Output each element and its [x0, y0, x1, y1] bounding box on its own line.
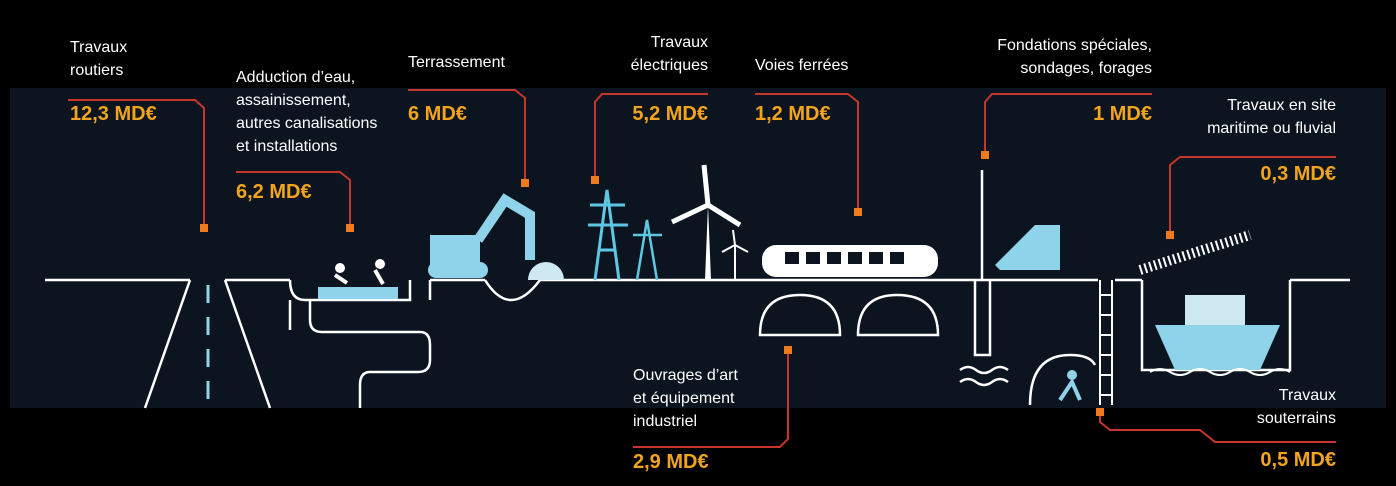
- item-amount: 0,5 MD€: [1260, 449, 1336, 471]
- leader-marker: [1096, 408, 1104, 416]
- item-label: industriel: [633, 413, 697, 430]
- item-amount: 0,3 MD€: [1260, 163, 1336, 185]
- item-label: électriques: [631, 57, 708, 74]
- item-label: autres canalisations: [236, 115, 377, 132]
- leader-marker: [854, 208, 862, 216]
- item-amount: 5,2 MD€: [632, 103, 708, 125]
- leader-marker: [981, 151, 989, 159]
- item-label: Travaux en site: [1227, 97, 1336, 114]
- item-label: Ouvrages d’art: [633, 367, 738, 384]
- item-amount: 12,3 MD€: [70, 103, 157, 125]
- leader-marker: [591, 176, 599, 184]
- item-label: Terrassement: [408, 54, 505, 71]
- leader-marker: [200, 224, 208, 232]
- item-label: Voies ferrées: [755, 57, 848, 74]
- item-label: et installations: [236, 138, 337, 155]
- page: Travaux routiers 12,3 MD€ Adduction d’eau, a…: [0, 0, 1396, 486]
- item-label: assainissement,: [236, 92, 351, 109]
- item-amount: 1,2 MD€: [755, 103, 831, 125]
- item-amount: 2,9 MD€: [633, 451, 709, 473]
- infographic: Travaux routiers 12,3 MD€ Adduction d’eau, a…: [0, 0, 1396, 486]
- item-label: Travaux: [1279, 387, 1336, 404]
- leader-marker: [346, 224, 354, 232]
- leader-marker: [521, 179, 529, 187]
- item-label: routiers: [70, 62, 123, 79]
- leader-marker: [784, 346, 792, 354]
- item-label: Travaux: [651, 34, 708, 51]
- item-label: Fondations spéciales,: [997, 37, 1152, 54]
- item-label: et équipement: [633, 390, 735, 407]
- item-label: sondages, forages: [1020, 60, 1152, 77]
- item-label: Travaux: [70, 39, 127, 56]
- item-label: Adduction d’eau,: [236, 69, 355, 86]
- leader-marker: [1166, 231, 1174, 239]
- item-amount: 6 MD€: [408, 103, 467, 125]
- item-amount: 1 MD€: [1093, 103, 1152, 125]
- item-amount: 6,2 MD€: [236, 181, 312, 203]
- item-label: maritime ou fluvial: [1207, 120, 1336, 137]
- item-label: souterrains: [1257, 410, 1336, 427]
